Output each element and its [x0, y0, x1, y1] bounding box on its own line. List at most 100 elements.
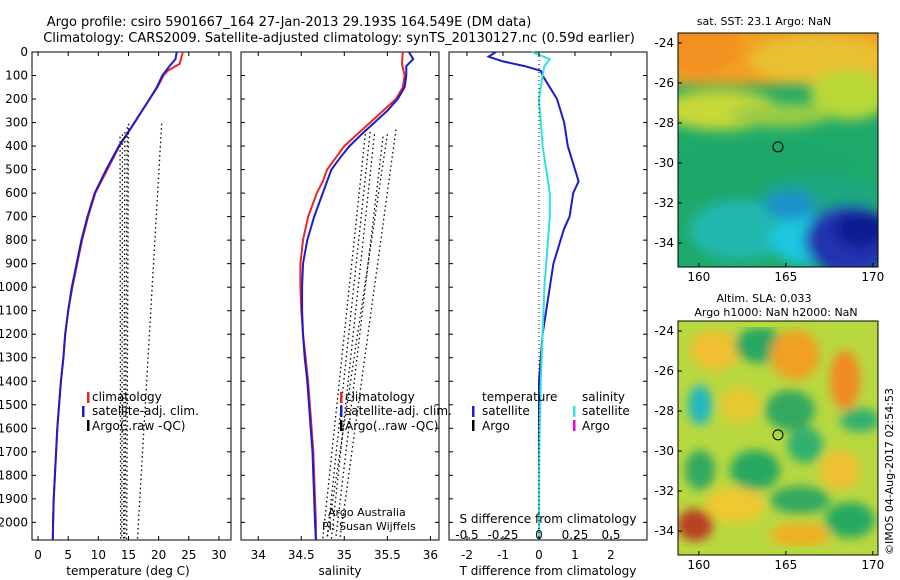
difference-series-salinity-satellite	[531, 51, 552, 540]
legend-swatch-s-satellite	[573, 406, 576, 417]
temperature-argo-line	[123, 131, 126, 539]
difference-xtick-label: 2	[607, 548, 615, 562]
depth-tick-label: 200	[5, 92, 28, 106]
salinity-xtick-label: 36	[423, 548, 438, 562]
sst-lon-label: 165	[774, 270, 797, 284]
difference-xtick-label: -2	[461, 548, 473, 562]
sst-lat-label: -24	[654, 36, 674, 50]
depth-tick-label: 1700	[0, 445, 28, 459]
sst-map-title: sat. SST: 23.1 Argo: NaN	[697, 15, 831, 28]
legend-swatch-climatology	[340, 392, 343, 403]
legend-swatch-satellite	[82, 406, 85, 417]
sla-map	[678, 321, 878, 555]
depth-tick-label: 1500	[0, 398, 28, 412]
credit-text: ©IMOS 04-Aug-2017 02:54:53	[883, 388, 896, 555]
depth-tick-label: 100	[5, 69, 28, 83]
sla-lat-label: -34	[654, 524, 674, 538]
depth-tick-label: 600	[5, 186, 28, 200]
legend-swatch-s-argo	[573, 420, 576, 431]
legend-label-climatology: climatology	[345, 390, 415, 404]
sla-lat-label: -30	[654, 444, 674, 458]
difference-xlabel-s: S difference from climatology	[460, 512, 637, 526]
salinity-xlabel: salinity	[318, 564, 361, 578]
sst-lon-label: 160	[687, 270, 710, 284]
annotation-pi: PI: Susan Wijffels	[322, 520, 416, 533]
sst-lon-label: 170	[861, 270, 884, 284]
difference-legend: temperature salinity satellite Argo sate…	[472, 390, 630, 433]
depth-tick-label: 1100	[0, 304, 28, 318]
temperature-xtick-label: 0	[34, 548, 42, 562]
difference-xtick2-label: 0.25	[562, 528, 589, 542]
depth-tick-label: 1400	[0, 374, 28, 388]
depth-tick-label: 1200	[0, 327, 28, 341]
salinity-legend: climatology satellite-adj. clim. Argo(..…	[340, 390, 452, 433]
depth-tick-label: 1300	[0, 351, 28, 365]
legend-label-s-argo: Argo	[582, 419, 610, 433]
sst-lat-label: -30	[654, 156, 674, 170]
legend-label-argo: Argo(..raw -QC)	[92, 419, 185, 433]
annotation-argo-australia: Argo Australia	[328, 506, 406, 519]
sla-map-title: Altim. SLA: 0.033	[716, 292, 811, 305]
sla-lat-label: -24	[654, 324, 674, 338]
salinity-argo-line	[339, 129, 397, 539]
temperature-argo-line	[126, 123, 130, 539]
legend-swatch-t-satellite	[472, 406, 475, 417]
difference-xtick2-label: 0	[535, 528, 543, 542]
legend-label-satellite: satellite-adj. clim.	[345, 404, 452, 418]
legend-swatch-climatology	[87, 392, 90, 403]
legend-swatch-argo	[340, 420, 343, 431]
temperature-xtick-label: 15	[121, 548, 136, 562]
sst-lat-label: -32	[654, 196, 674, 210]
difference-xtick-label: -1	[497, 548, 509, 562]
temperature-xtick-label: 20	[151, 548, 166, 562]
difference-xtick-label: 1	[571, 548, 579, 562]
salinity-xtick-label: 35.5	[374, 548, 401, 562]
depth-tick-label: 1900	[0, 492, 28, 506]
temperature-xtick-label: 30	[211, 548, 226, 562]
depth-tick-label: 800	[5, 233, 28, 247]
sst-lat-label: -26	[654, 76, 674, 90]
sla-lon-label: 165	[774, 558, 797, 572]
legend-label-climatology: climatology	[92, 390, 162, 404]
sst-map	[678, 33, 878, 267]
depth-tick-label: 0	[20, 45, 28, 59]
salinity-argo-line	[326, 131, 371, 539]
temperature-xtick-label: 5	[64, 548, 72, 562]
depth-tick-label: 1600	[0, 421, 28, 435]
legend-swatch-argo	[87, 420, 90, 431]
sla-lat-label: -28	[654, 404, 674, 418]
salinity-argo-line	[322, 129, 367, 539]
salinity-argo-line	[330, 134, 376, 539]
legend-label-satellite: satellite-adj. clim.	[92, 404, 199, 418]
sst-lat-label: -34	[654, 236, 674, 250]
temperature-xlabel: temperature (deg C)	[66, 564, 189, 578]
legend-swatch-satellite	[340, 406, 343, 417]
sla-lon-label: 170	[861, 558, 884, 572]
difference-xlabel-t: T difference from climatology	[459, 564, 637, 578]
temperature-argo-line	[136, 123, 163, 539]
temperature-legend: climatology satellite-adj. clim. Argo(..…	[82, 390, 199, 433]
depth-tick-label: 2000	[0, 515, 28, 529]
difference-xtick-label: 0	[535, 548, 543, 562]
difference-xtick2-label: -0.25	[487, 528, 518, 542]
temperature-xtick-label: 10	[91, 548, 106, 562]
depth-tick-label: 300	[5, 116, 28, 130]
difference-xtick2-label: 0.5	[601, 528, 620, 542]
depth-tick-label: 1000	[0, 280, 28, 294]
depth-tick-label: 1800	[0, 468, 28, 482]
salinity-xtick-label: 34.5	[288, 548, 315, 562]
legend-label-t-satellite: satellite	[482, 404, 530, 418]
salinity-panel	[240, 51, 440, 541]
salinity-xtick-label: 35	[337, 548, 352, 562]
sst-profile-marker	[772, 141, 784, 153]
salinity-argo-line	[326, 134, 388, 539]
legend-swatch-t-argo	[472, 420, 475, 431]
legend-label-argo: Argo(..raw -QC)	[345, 419, 438, 433]
header-subtitle: Climatology: CARS2009. Satellite-adjuste…	[43, 31, 635, 46]
sla-profile-marker	[772, 429, 784, 441]
legend-label-t-argo: Argo	[482, 419, 510, 433]
sla-lat-label: -26	[654, 364, 674, 378]
temperature-xtick-label: 25	[181, 548, 196, 562]
sla-map-subtitle: Argo h1000: NaN h2000: NaN	[694, 306, 857, 319]
depth-tick-label: 500	[5, 163, 28, 177]
